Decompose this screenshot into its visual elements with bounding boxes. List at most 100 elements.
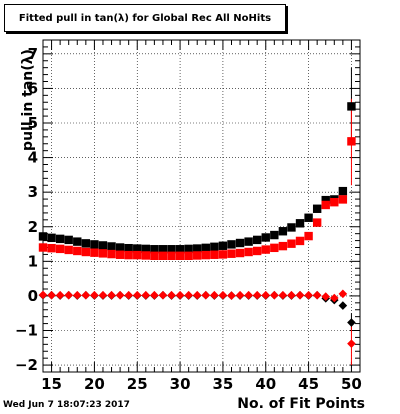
- x-tick-label: 25: [127, 375, 148, 393]
- data-point-square: [210, 250, 219, 259]
- y-tick-label: 3: [28, 183, 38, 201]
- data-marks: [38, 102, 356, 348]
- data-point-diamond: [338, 289, 348, 299]
- data-point-diamond: [158, 290, 168, 300]
- data-point-diamond: [347, 318, 356, 327]
- y-tick-label: −1: [15, 322, 38, 340]
- data-point-square: [312, 204, 322, 213]
- data-point-diamond: [287, 290, 296, 300]
- footer-timestamp: Wed Jun 7 18:07:23 2017: [3, 400, 130, 410]
- y-tick-label: 2: [28, 218, 38, 236]
- data-point-square: [73, 237, 82, 246]
- data-point-square: [295, 236, 305, 246]
- data-point-diamond: [90, 290, 99, 300]
- data-point-square: [141, 251, 151, 260]
- data-point-diamond: [304, 290, 313, 300]
- data-point-diamond: [218, 290, 228, 300]
- data-point-square: [312, 218, 322, 227]
- data-point-diamond: [278, 290, 288, 300]
- chart-title: Fitted pull in tan(λ) for Global Rec All…: [18, 12, 272, 24]
- data-point-square: [184, 244, 193, 254]
- data-point-square: [278, 227, 288, 236]
- data-point-diamond: [252, 290, 262, 300]
- data-point-square: [227, 249, 236, 258]
- data-point-square: [244, 247, 253, 257]
- data-point-square: [201, 243, 210, 253]
- data-point-square: [38, 232, 48, 241]
- data-point-square: [261, 233, 270, 242]
- data-point-square: [47, 233, 56, 243]
- data-point-square: [193, 244, 202, 253]
- data-point-square: [47, 243, 56, 253]
- data-point-square: [338, 195, 348, 204]
- data-point-diamond: [55, 290, 65, 300]
- data-point-diamond: [338, 301, 348, 310]
- y-tick-label: −2: [15, 356, 38, 374]
- data-point-square: [270, 230, 279, 240]
- data-point-square: [304, 231, 313, 241]
- data-point-square: [218, 241, 228, 250]
- x-tick-label: 20: [84, 375, 105, 393]
- data-point-square: [64, 245, 73, 255]
- y-tick-label: 5: [28, 114, 38, 132]
- data-point-square: [235, 248, 245, 258]
- data-point-square: [201, 250, 210, 260]
- data-point-square: [81, 239, 91, 248]
- data-point-square: [175, 245, 185, 254]
- data-point-square: [115, 243, 125, 252]
- data-point-square: [90, 240, 99, 249]
- data-point-square: [261, 245, 270, 254]
- data-point-square: [304, 213, 313, 222]
- data-point-diamond: [64, 290, 74, 300]
- y-tick-label: 7: [28, 45, 38, 63]
- data-point-diamond: [261, 290, 271, 300]
- x-tick-label: 50: [341, 375, 362, 393]
- data-point-square: [55, 234, 65, 244]
- data-point-square: [295, 219, 305, 228]
- data-point-square: [252, 246, 262, 256]
- x-axis-label: No. of Fit Points: [237, 396, 365, 412]
- data-point-square: [73, 246, 82, 256]
- data-point-diamond: [227, 291, 236, 300]
- data-point-square: [133, 244, 142, 253]
- y-tick-label: 1: [28, 252, 38, 270]
- data-point-square: [287, 223, 296, 232]
- data-point-diamond: [132, 290, 142, 300]
- data-point-diamond: [124, 290, 133, 300]
- data-point-diamond: [72, 290, 82, 300]
- data-point-square: [175, 251, 185, 260]
- data-point-square: [150, 251, 159, 260]
- data-point-diamond: [98, 290, 108, 300]
- data-point-square: [287, 239, 296, 248]
- y-tick-label: 6: [28, 79, 38, 97]
- data-point-square: [338, 186, 348, 196]
- data-point-diamond: [167, 290, 176, 300]
- chart-title-box: Fitted pull in tan(λ) for Global Rec All…: [4, 4, 286, 32]
- data-point-diamond: [141, 290, 151, 300]
- data-point-square: [193, 251, 202, 260]
- data-point-diamond: [270, 290, 279, 300]
- x-tick-label: 30: [170, 375, 191, 393]
- data-point-square: [330, 197, 339, 207]
- data-point-square: [38, 243, 48, 252]
- data-point-square: [244, 237, 253, 246]
- data-point-diamond: [321, 292, 331, 301]
- data-point-square: [184, 251, 193, 260]
- data-point-square: [98, 249, 108, 258]
- data-point-diamond: [295, 290, 305, 300]
- data-point-diamond: [244, 290, 253, 300]
- y-axis-label: pull in tan(λ): [20, 49, 36, 151]
- data-point-diamond: [329, 293, 339, 303]
- data-point-square: [107, 249, 116, 259]
- data-point-diamond: [184, 290, 193, 300]
- data-point-square: [235, 238, 245, 248]
- data-point-square: [55, 244, 65, 254]
- data-point-diamond: [107, 290, 116, 300]
- data-point-diamond: [192, 290, 202, 300]
- data-point-square: [321, 200, 330, 210]
- x-tick-label: 35: [212, 375, 233, 393]
- data-point-diamond: [210, 290, 219, 300]
- data-point-square: [347, 102, 356, 111]
- data-point-square: [124, 250, 133, 260]
- data-point-diamond: [201, 290, 211, 300]
